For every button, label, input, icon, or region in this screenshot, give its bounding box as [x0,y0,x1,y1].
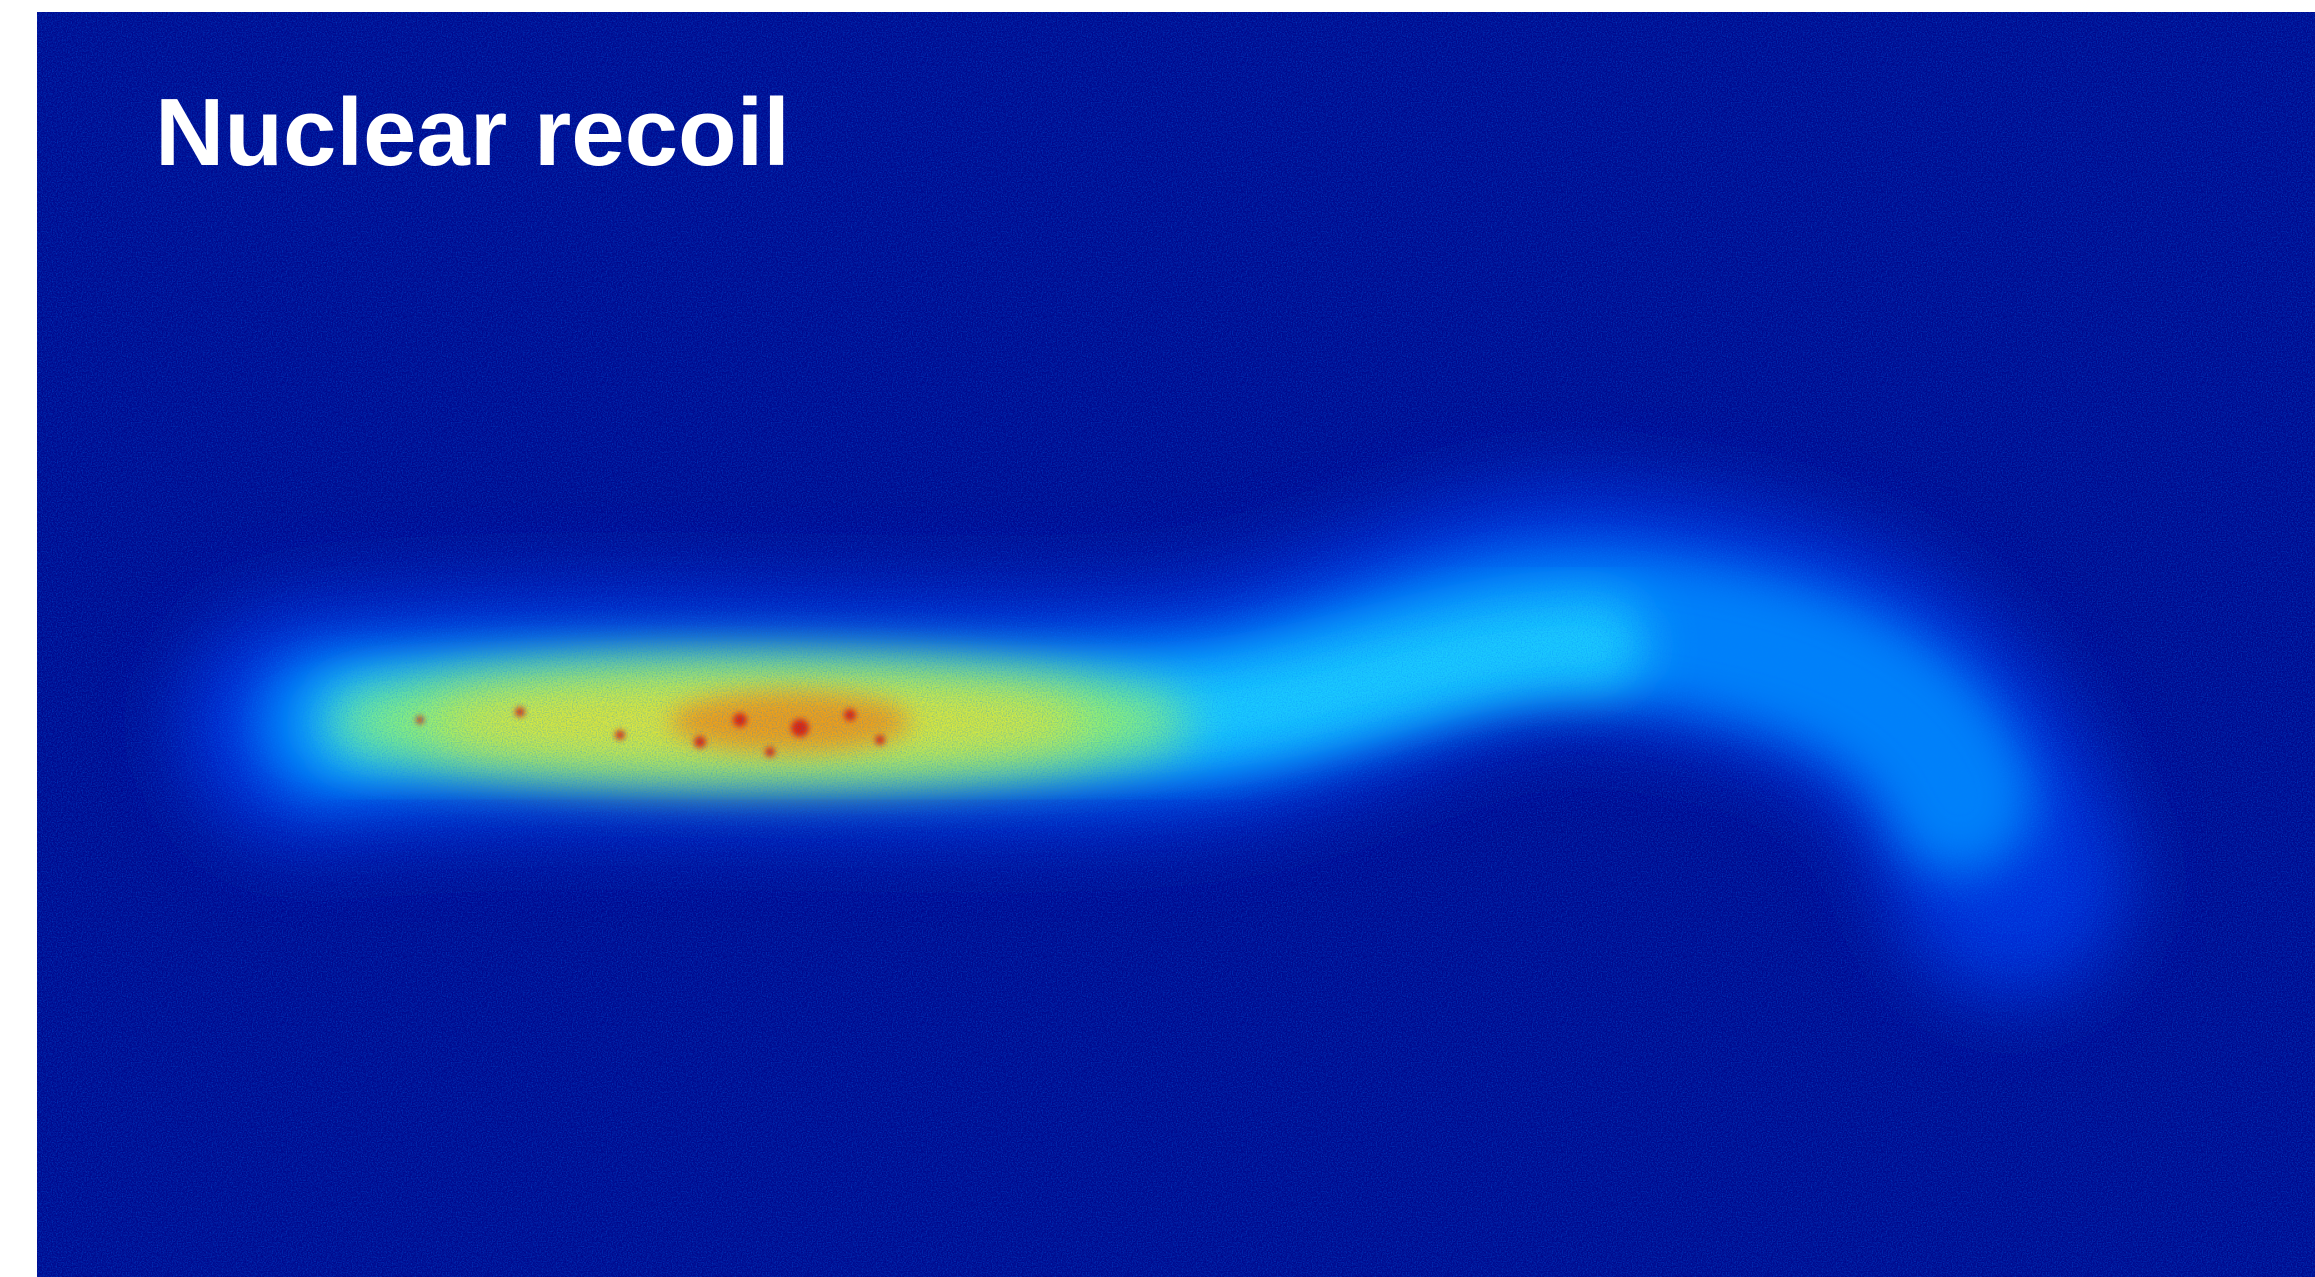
sensor-noise [37,12,2315,1277]
recoil-image: Nuclear recoil [0,0,2315,1277]
page: {"title": "Nuclear recoil"} Nuclear reco… [0,0,2315,1277]
image-title: Nuclear recoil [155,79,790,186]
